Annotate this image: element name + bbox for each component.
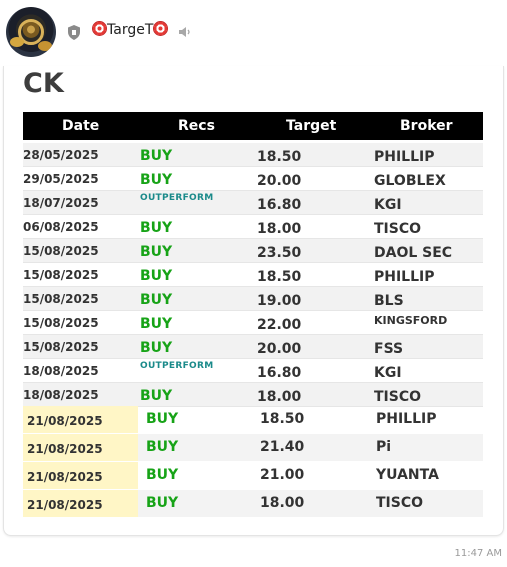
stock-ticker-title: CK (23, 68, 64, 99)
cell-target: 21.00 (260, 467, 305, 483)
cell-target: 18.00 (257, 389, 302, 405)
cell-rec: BUY (140, 316, 173, 332)
cell-target: 18.00 (257, 221, 302, 237)
table-row: 18/07/2025 OUTPERFORM 16.80 KGI (23, 191, 483, 215)
cell-date: 18/07/2025 (23, 196, 99, 210)
cell-date: 21/08/2025 (27, 442, 103, 456)
cell-date: 15/08/2025 (23, 340, 99, 354)
table-row: 18/08/2025 OUTPERFORM 16.80 KGI (23, 359, 483, 383)
cell-target: 16.80 (257, 197, 302, 213)
cell-target: 18.50 (257, 269, 302, 285)
channel-name[interactable]: TargeT (92, 21, 169, 38)
cell-broker: BLS (374, 293, 404, 309)
cell-broker: FSS (374, 341, 404, 357)
cell-rec: BUY (146, 495, 179, 511)
cell-broker: KINGSFORD (374, 314, 448, 327)
shield-icon (68, 25, 80, 40)
cell-broker: PHILLIP (374, 149, 435, 165)
cell-broker: TISCO (374, 221, 422, 237)
cell-target: 18.50 (257, 149, 302, 165)
cell-target: 16.80 (257, 365, 302, 381)
highlight-date-cell (23, 434, 138, 461)
avatar-ring-shape (18, 19, 44, 45)
cell-rec: BUY (140, 172, 173, 188)
cell-rec: BUY (140, 244, 173, 260)
cell-broker: PHILLIP (374, 269, 435, 285)
cell-broker: YUANTA (376, 467, 439, 483)
cell-date: 15/08/2025 (23, 268, 99, 282)
cell-rec: BUY (140, 340, 173, 356)
cell-target: 22.00 (257, 317, 302, 333)
cell-broker: PHILLIP (376, 411, 437, 427)
table-row-highlight: 21/08/2025 BUY 18.00 TISCO (23, 490, 483, 517)
cell-date: 21/08/2025 (27, 498, 103, 512)
table-row-highlight: 21/08/2025 BUY 21.40 Pi (23, 434, 483, 461)
highlight-date-cell (23, 462, 138, 489)
cell-broker: TISCO (374, 389, 422, 405)
cell-date: 15/08/2025 (23, 244, 99, 258)
highlight-date-cell (23, 406, 138, 433)
cell-target: 18.00 (260, 495, 305, 511)
table-row: 15/08/2025 BUY 18.50 PHILLIP (23, 263, 483, 287)
table-header: Date Recs Target Broker (23, 112, 483, 140)
cell-date: 15/08/2025 (23, 316, 99, 330)
cell-date: 06/08/2025 (23, 220, 99, 234)
cell-rec: OUTPERFORM (140, 361, 214, 371)
cell-rec: OUTPERFORM (140, 193, 214, 203)
table-row: 15/08/2025 BUY 20.00 FSS (23, 335, 483, 359)
cell-rec: BUY (140, 220, 173, 236)
cell-rec: BUY (146, 467, 179, 483)
cell-broker: TISCO (376, 495, 424, 511)
column-broker: Broker (400, 118, 453, 134)
table-row-highlight: 21/08/2025 BUY 18.50 PHILLIP (23, 406, 483, 433)
table-row: 28/05/2025 BUY 18.50 PHILLIP (23, 143, 483, 167)
cell-date: 18/08/2025 (23, 388, 99, 402)
cell-date: 18/08/2025 (23, 364, 99, 378)
cell-rec: BUY (140, 268, 173, 284)
cell-broker: DAOL SEC (374, 245, 453, 261)
cell-broker: GLOBLEX (374, 173, 446, 189)
dart-target-icon (92, 21, 107, 36)
cell-target: 21.40 (260, 439, 305, 455)
cell-target: 23.50 (257, 245, 302, 261)
cell-date: 21/08/2025 (27, 414, 103, 428)
cell-rec: BUY (140, 292, 173, 308)
message-time: 11:47 AM (454, 548, 502, 559)
avatar-coin-shape (10, 37, 24, 47)
cell-target: 18.50 (260, 411, 305, 427)
cell-date: 28/05/2025 (23, 148, 99, 162)
cell-date: 21/08/2025 (27, 470, 103, 484)
cell-rec: BUY (146, 411, 179, 427)
highlight-date-cell (23, 490, 138, 517)
table-row: 18/08/2025 BUY 18.00 TISCO (23, 383, 483, 407)
cell-date: 15/08/2025 (23, 292, 99, 306)
table-row: 06/08/2025 BUY 18.00 TISCO (23, 215, 483, 239)
cell-rec: BUY (146, 439, 179, 455)
cell-rec: BUY (140, 388, 173, 404)
cell-rec: BUY (140, 148, 173, 164)
table-row: 15/08/2025 BUY 19.00 BLS (23, 287, 483, 311)
avatar-coin-shape (38, 41, 52, 51)
cell-target: 20.00 (257, 173, 302, 189)
cell-broker: KGI (374, 197, 402, 213)
dart-target-icon (153, 21, 169, 36)
cell-broker: KGI (374, 365, 402, 381)
table-row: 29/05/2025 BUY 20.00 GLOBLEX (23, 167, 483, 191)
cell-target: 20.00 (257, 341, 302, 357)
table-row: 15/08/2025 BUY 23.50 DAOL SEC (23, 239, 483, 263)
speaker-muted-icon[interactable] (178, 25, 192, 39)
column-recs: Recs (178, 118, 215, 134)
channel-avatar[interactable] (6, 7, 56, 57)
channel-header: TargeT (0, 0, 507, 64)
cell-date: 29/05/2025 (23, 172, 99, 186)
cell-broker: Pi (376, 439, 392, 455)
table-row-highlight: 21/08/2025 BUY 21.00 YUANTA (23, 462, 483, 489)
channel-name-text: TargeT (107, 22, 154, 38)
column-target: Target (286, 118, 337, 134)
table-row: 15/08/2025 BUY 22.00 KINGSFORD (23, 311, 483, 335)
cell-target: 19.00 (257, 293, 302, 309)
column-date: Date (62, 118, 100, 134)
